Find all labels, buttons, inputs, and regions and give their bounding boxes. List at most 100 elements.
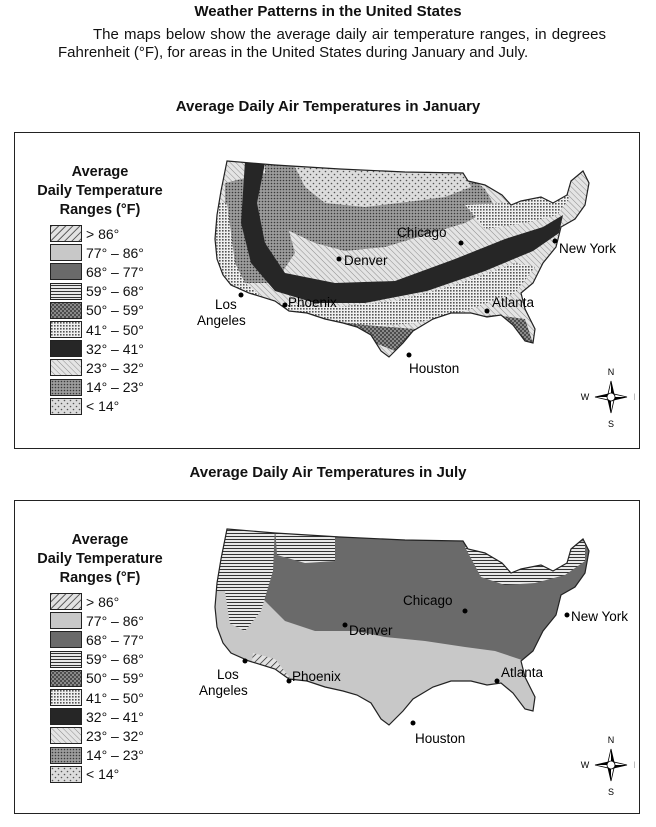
legend-swatch — [50, 397, 82, 415]
atlanta-dot — [494, 678, 500, 684]
los-angeles-dot — [242, 658, 248, 664]
legend-label: 68° – 77° — [86, 631, 144, 648]
legend-swatch — [50, 301, 82, 319]
city-houston: Houston — [409, 361, 459, 376]
svg-text:E: E — [634, 760, 635, 770]
city-labels: Denver Chicago New York Los Angeles Phoe… — [199, 593, 628, 746]
legend-item: 32° – 41° — [50, 707, 175, 726]
svg-text:N: N — [608, 367, 615, 377]
legend-label: < 14° — [86, 398, 120, 415]
svg-text:N: N — [608, 735, 615, 745]
phoenix-dot — [286, 678, 292, 684]
city-angeles: Angeles — [197, 313, 246, 328]
legend: Average Daily Temperature Ranges (°F) > … — [25, 531, 175, 784]
legend-label: > 86° — [86, 593, 120, 610]
legend-title: Average Daily Temperature Ranges (°F) — [37, 164, 163, 218]
compass-rose-icon: N S E W — [581, 367, 635, 429]
city-phoenix: Phoenix — [288, 295, 337, 310]
legend-label: 23° – 32° — [86, 727, 144, 744]
legend-label: 14° – 23° — [86, 747, 144, 764]
legend-label: 59° – 68° — [86, 283, 144, 300]
los-angeles-dot — [238, 292, 244, 298]
legend-item: 32° – 41° — [50, 339, 175, 358]
legend-label: 23° – 32° — [86, 359, 144, 376]
city-new-york: New York — [571, 609, 628, 624]
january-map-heading: Average Daily Air Temperatures in Januar… — [175, 98, 481, 115]
us-outline — [214, 528, 590, 726]
legend-item: 77° – 86° — [50, 243, 175, 262]
legend-label: 41° – 50° — [86, 321, 144, 338]
legend-swatch — [50, 708, 82, 726]
legend-title: Average Daily Temperature Ranges (°F) — [37, 532, 163, 586]
legend-swatch — [50, 765, 82, 783]
legend-swatch — [50, 282, 82, 300]
legend-label: 77° – 86° — [86, 244, 144, 261]
city-los: Los — [217, 667, 239, 682]
city-denver: Denver — [349, 623, 393, 638]
new-york-dot — [552, 238, 558, 244]
legend-item: 23° – 32° — [50, 358, 175, 377]
legend-list: > 86° 77° – 86° 68° – 77° 59° – 68° 50° – 59… — [50, 224, 175, 416]
city-denver: Denver — [344, 253, 388, 268]
legend-item: 68° – 77° — [50, 630, 175, 649]
city-new-york: New York — [559, 241, 616, 256]
svg-text:W: W — [581, 392, 590, 402]
legend-label: 50° – 59° — [86, 302, 144, 319]
denver-dot — [336, 256, 342, 262]
legend-label: 59° – 68° — [86, 651, 144, 668]
legend-item: 23° – 32° — [50, 726, 175, 745]
legend-swatch — [50, 263, 82, 281]
legend-item: 14° – 23° — [50, 746, 175, 765]
legend-item: < 14° — [50, 397, 175, 416]
denver-dot — [342, 622, 348, 628]
legend-item: 50° – 59° — [50, 301, 175, 320]
legend-item: 14° – 23° — [50, 378, 175, 397]
legend-label: 32° – 41° — [86, 340, 144, 357]
legend-item: 77° – 86° — [50, 611, 175, 630]
legend-swatch — [50, 689, 82, 707]
january-us-map: Denver Chicago New York Los Angeles Phoe… — [197, 160, 635, 429]
legend-swatch — [50, 225, 82, 243]
july-map-heading: Average Daily Air Temperatures in July — [189, 464, 467, 481]
legend-swatch — [50, 244, 82, 262]
legend-label: < 14° — [86, 766, 120, 783]
legend-item: > 86° — [50, 592, 175, 611]
legend-item: 41° – 50° — [50, 688, 175, 707]
january-map-panel: Average Daily Temperature Ranges (°F) > … — [14, 132, 640, 449]
city-houston: Houston — [415, 731, 465, 746]
city-labels: Denver Chicago New York Los Angeles Phoe… — [197, 225, 616, 376]
legend-swatch — [50, 669, 82, 687]
legend-swatch — [50, 746, 82, 764]
city-atlanta: Atlanta — [492, 295, 535, 310]
svg-text:W: W — [581, 760, 590, 770]
legend-swatch — [50, 650, 82, 668]
compass-rose-icon: N S E W — [581, 735, 635, 797]
legend-swatch — [50, 631, 82, 649]
legend-swatch — [50, 593, 82, 611]
legend-label: 50° – 59° — [86, 670, 144, 687]
legend-item: 59° – 68° — [50, 650, 175, 669]
legend-item: 50° – 59° — [50, 669, 175, 688]
city-chicago: Chicago — [397, 225, 447, 240]
legend-label: 32° – 41° — [86, 708, 144, 725]
city-angeles: Angeles — [199, 683, 248, 698]
legend-swatch — [50, 612, 82, 630]
intro-paragraph: The maps below show the average daily ai… — [58, 26, 606, 61]
city-phoenix: Phoenix — [292, 669, 341, 684]
city-chicago: Chicago — [403, 593, 453, 608]
legend-label: 14° – 23° — [86, 379, 144, 396]
city-los: Los — [215, 297, 237, 312]
legend-list: > 86° 77° – 86° 68° – 77° 59° – 68° 50° – 59… — [50, 592, 175, 784]
chicago-dot — [462, 608, 468, 614]
houston-dot — [410, 720, 416, 726]
legend-label: 68° – 77° — [86, 263, 144, 280]
svg-text:S: S — [608, 419, 614, 429]
july-us-map: Denver Chicago New York Los Angeles Phoe… — [199, 528, 635, 797]
legend-item: > 86° — [50, 224, 175, 243]
legend-item: 59° – 68° — [50, 282, 175, 301]
legend-swatch — [50, 378, 82, 396]
svg-text:S: S — [608, 787, 614, 797]
phoenix-dot — [282, 302, 288, 308]
legend: Average Daily Temperature Ranges (°F) > … — [25, 163, 175, 416]
legend-swatch — [50, 359, 82, 377]
